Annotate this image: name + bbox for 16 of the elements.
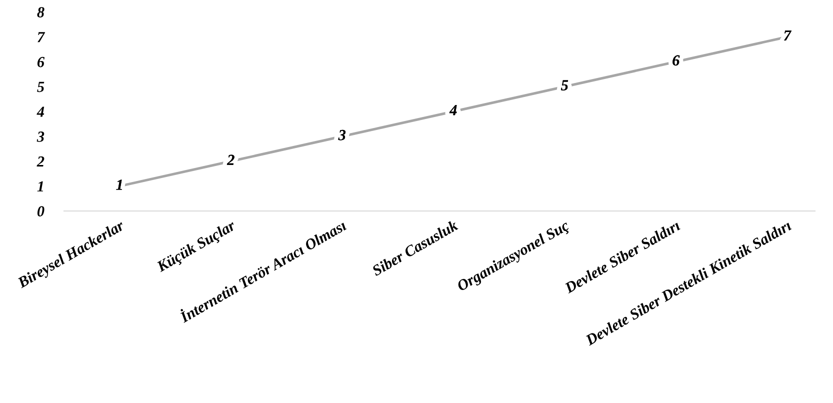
data-label: 5 <box>561 80 568 90</box>
data-label: 1 <box>116 180 122 190</box>
y-tick-label: 4 <box>36 106 44 117</box>
y-tick-label: 7 <box>38 32 46 42</box>
y-tick-label: 0 <box>37 206 44 216</box>
data-label: 4 <box>449 105 457 116</box>
y-tick-label: 8 <box>37 7 44 18</box>
y-tick-label: 5 <box>37 82 44 92</box>
y-tick-label: 3 <box>36 132 44 142</box>
y-tick-label: 6 <box>37 56 45 68</box>
data-label: 6 <box>672 55 680 66</box>
data-label: 2 <box>226 154 234 165</box>
y-tick-label: 1 <box>37 181 44 192</box>
y-tick-label: 2 <box>36 156 44 167</box>
data-label: 3 <box>338 130 346 140</box>
data-label: 7 <box>784 30 792 41</box>
